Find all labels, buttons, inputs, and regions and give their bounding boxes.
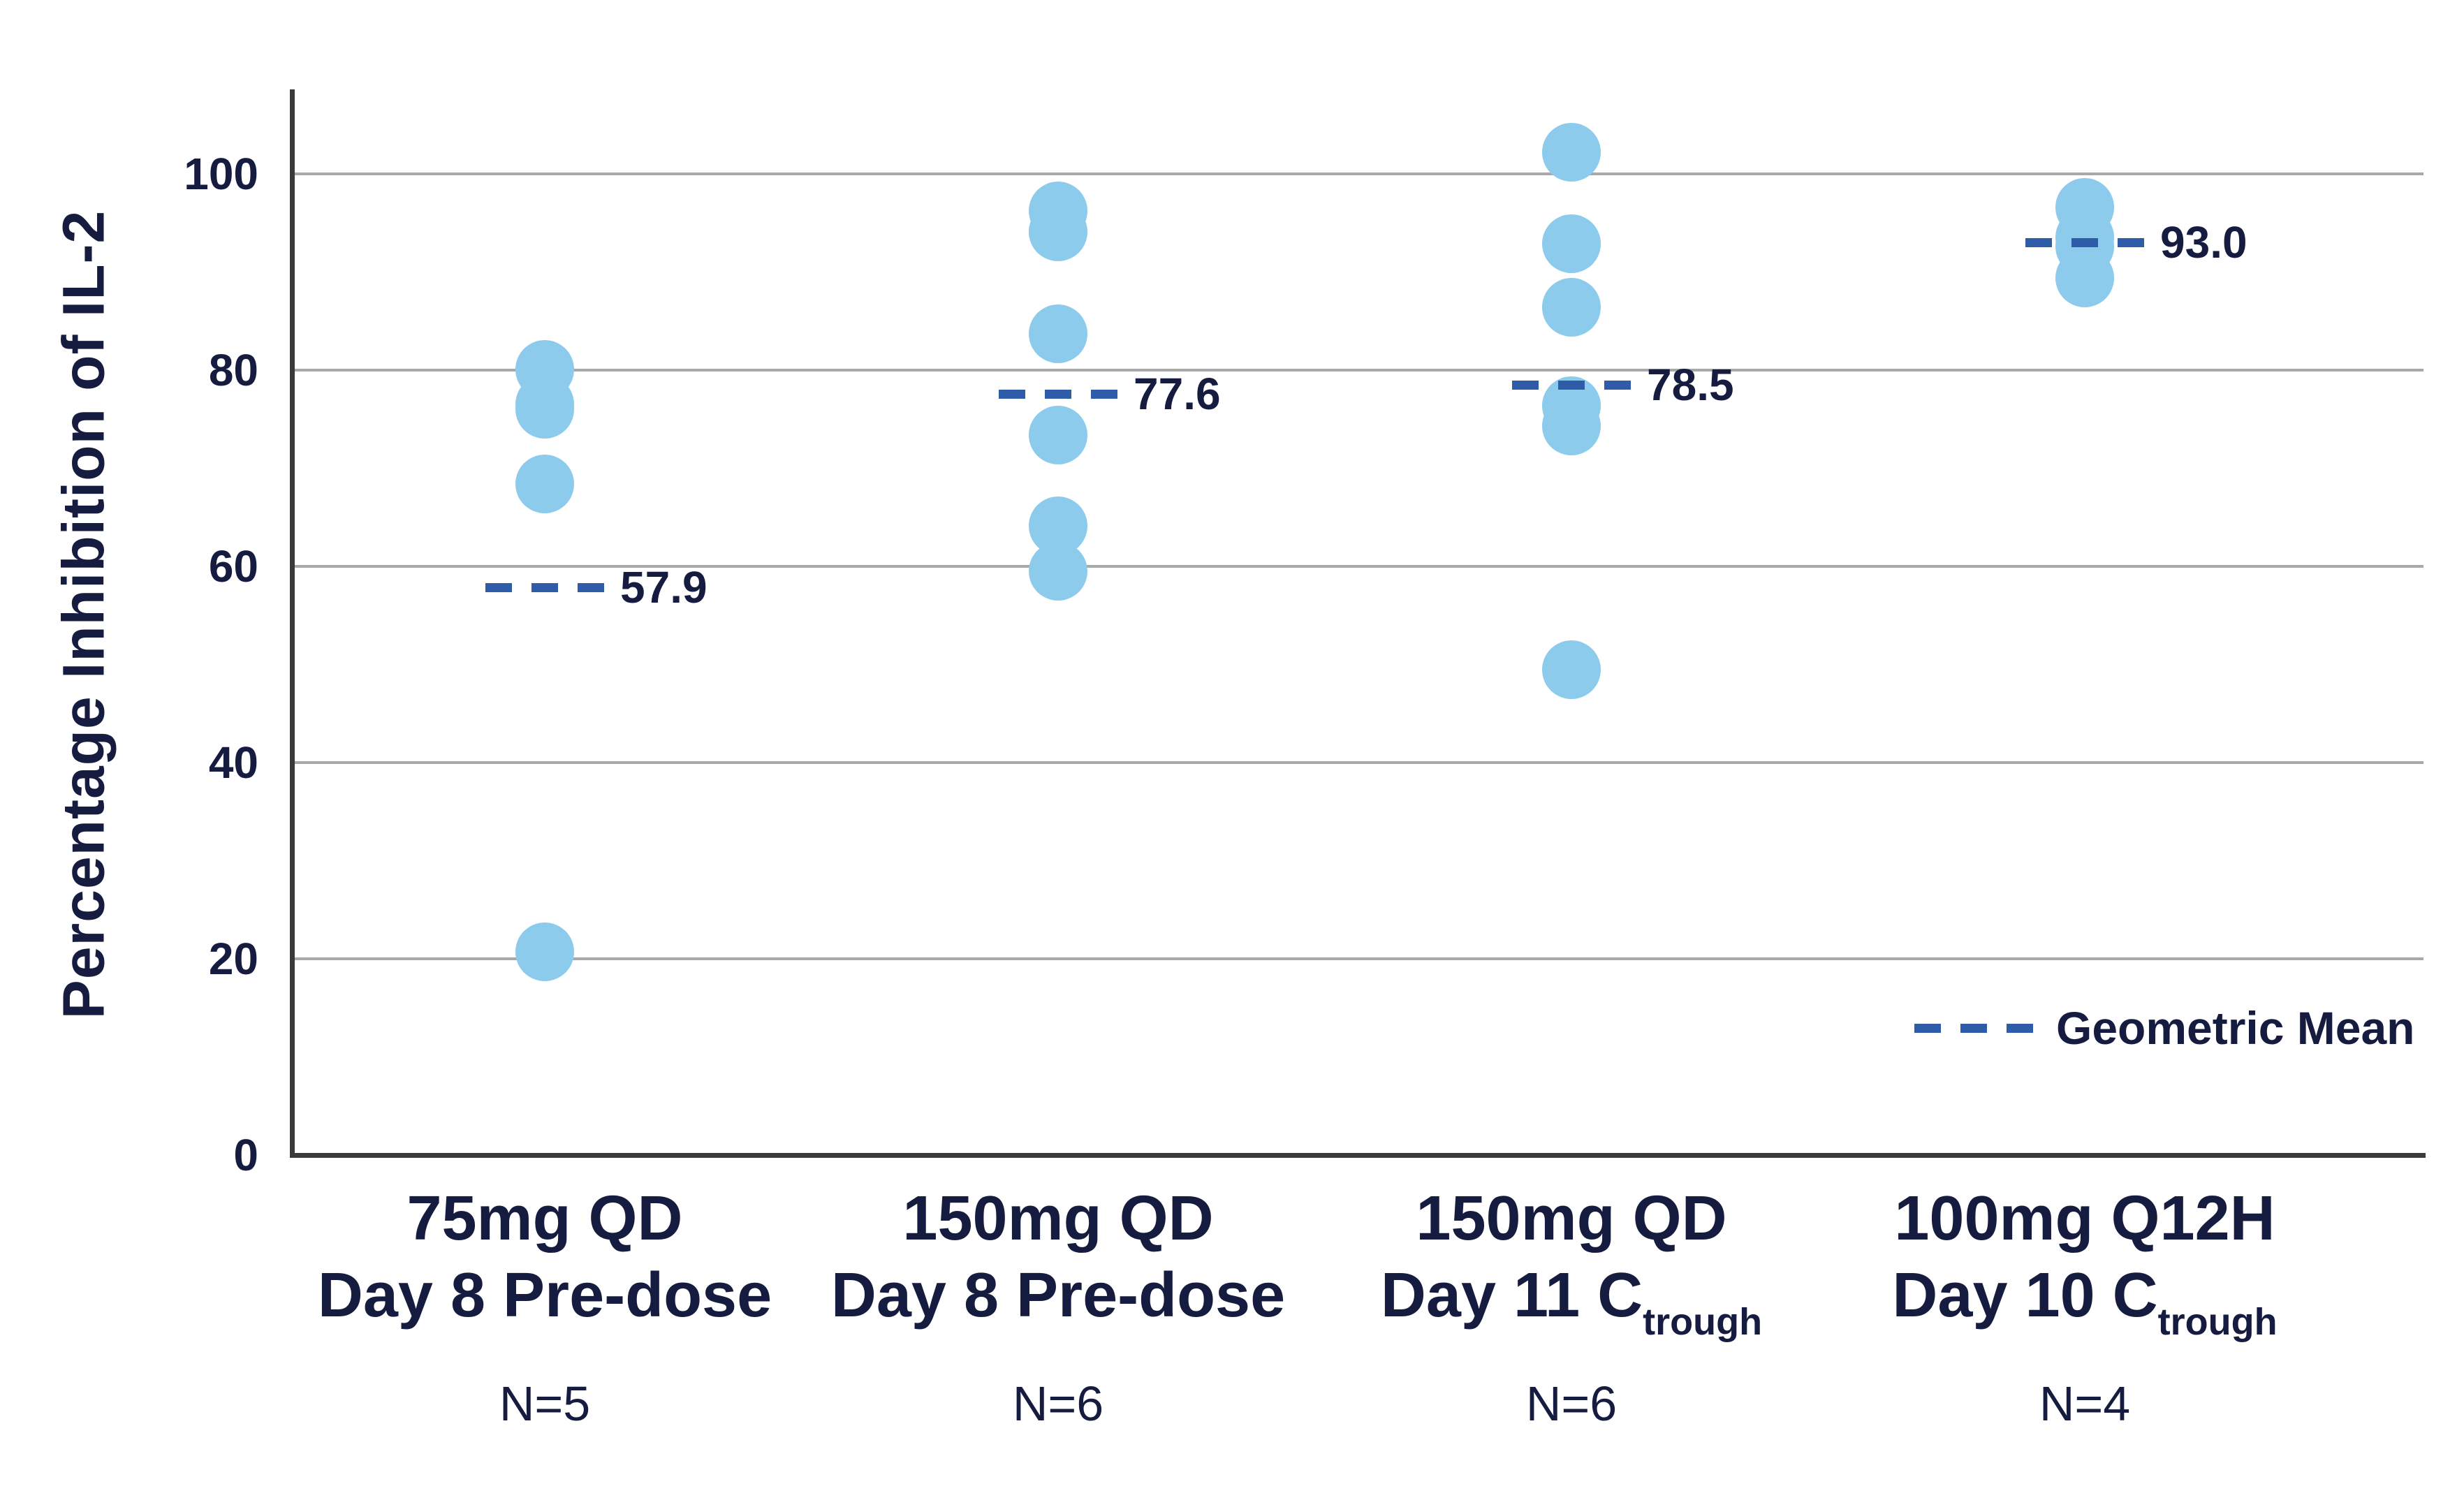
y-tick-label-20: 20	[208, 934, 258, 984]
x-category-label-line2-text: Day 8 Pre-dose	[830, 1260, 1286, 1330]
x-category-label-line2: Day 8 Pre-dose	[196, 1259, 894, 1332]
x-category-label-line1: 150mg QD	[902, 1184, 1214, 1254]
data-point	[1542, 214, 1601, 273]
data-point	[1029, 304, 1087, 363]
data-point	[1029, 542, 1087, 601]
data-point	[1029, 202, 1087, 261]
legend: Geometric Mean	[1914, 996, 2445, 1060]
data-point	[2055, 248, 2114, 307]
geometric-mean-value: 93.0	[2160, 217, 2247, 268]
y-axis-line	[290, 89, 295, 1158]
x-category-label-subscript: trough	[1643, 1301, 1763, 1343]
x-category-label-line1: 150mg QD	[1416, 1184, 1727, 1254]
gridline-80	[295, 369, 2423, 372]
gridline-60	[295, 565, 2423, 568]
sample-size-label: N=6	[1012, 1376, 1104, 1431]
data-point	[515, 380, 574, 439]
gridline-20	[295, 957, 2423, 960]
x-category-label-line1: 100mg Q12H	[1894, 1184, 2275, 1254]
x-category-label-line2: Day 10 Ctrough	[1736, 1259, 2434, 1343]
x-category-label-line2: Day 11 Ctrough	[1222, 1259, 1921, 1343]
y-tick-label-100: 100	[184, 149, 258, 199]
geometric-mean-value: 57.9	[620, 561, 707, 612]
y-tick-label-80: 80	[208, 345, 258, 395]
x-category-label-line2-text: Day 8 Pre-dose	[317, 1260, 772, 1330]
geometric-mean-value: 78.5	[1647, 360, 1734, 411]
geometric-mean-line	[485, 582, 604, 592]
data-point	[1542, 397, 1601, 456]
sample-size-label: N=5	[499, 1376, 591, 1431]
y-tick-label-60: 60	[208, 541, 258, 591]
y-axis-title: Percentage Inhibition of IL-2	[50, 209, 117, 1020]
legend-label: Geometric Mean	[2056, 1002, 2415, 1054]
gridline-100	[295, 172, 2423, 175]
data-point	[515, 922, 574, 982]
data-point	[515, 454, 574, 513]
gridline-40	[295, 761, 2423, 764]
geometric-mean-line	[2025, 238, 2144, 248]
sample-size-label: N=6	[1525, 1376, 1618, 1431]
x-category-label-line1: 75mg QD	[406, 1184, 683, 1254]
y-tick-label-0: 0	[233, 1130, 258, 1180]
x-category-label-line2-text: Day 10 C	[1892, 1260, 2158, 1330]
geometric-mean-line	[1512, 381, 1631, 390]
x-category-label-subscript: trough	[2157, 1301, 2278, 1343]
data-point	[1542, 640, 1601, 699]
geometric-mean-value: 77.6	[1134, 368, 1221, 419]
geometric-mean-line	[999, 389, 1117, 399]
x-category-label-line2-text: Day 11 C	[1380, 1260, 1643, 1330]
x-axis-line	[290, 1153, 2426, 1158]
data-point	[1542, 123, 1601, 182]
data-point	[1029, 405, 1087, 464]
y-tick-label-40: 40	[208, 737, 258, 788]
geometric-mean-dash-sample	[1914, 1024, 2033, 1033]
x-category-label-line2: Day 8 Pre-dose	[709, 1259, 1407, 1332]
data-point	[1542, 278, 1601, 337]
sample-size-label: N=4	[2039, 1376, 2131, 1431]
